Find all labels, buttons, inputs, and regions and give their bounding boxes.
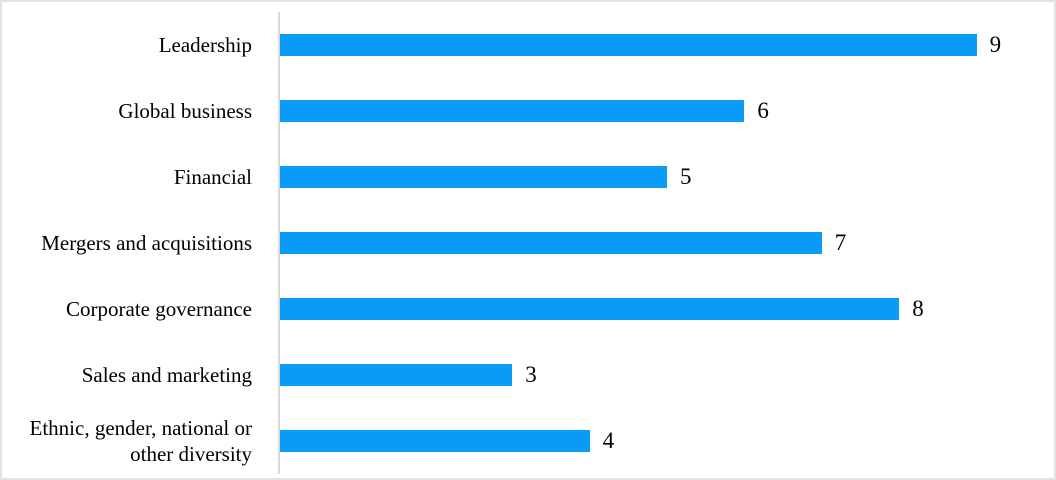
bar-leadership: [280, 34, 977, 56]
category-label-global-business: Global business: [118, 98, 252, 123]
bar-global-business: [280, 100, 745, 122]
data-label-financial: 5: [680, 164, 692, 189]
bar-mergers-and-acquisitions: [280, 232, 822, 254]
data-label-global-business: 6: [757, 98, 769, 123]
data-label-mergers-and-acquisitions: 7: [834, 230, 847, 255]
category-label-sales-and-marketing: Sales and marketing: [81, 362, 252, 387]
bar-row-global-business: 6: [280, 78, 1054, 144]
bar-ethnic-gender-national-or-other-diversity: [280, 430, 590, 452]
bar-row-financial: 5: [280, 144, 1054, 210]
category-label-corporate-governance: Corporate governance: [66, 296, 252, 321]
bar-sales-and-marketing: [280, 364, 513, 386]
plot-area: 9 6 5 7 8 3 4: [278, 12, 1054, 474]
category-label-financial: Financial: [173, 164, 252, 189]
bar-row-sales-and-marketing: 3: [280, 342, 1054, 408]
data-label-sales-and-marketing: 3: [525, 362, 537, 387]
data-label-leadership: 9: [989, 32, 1002, 57]
data-label-ethnic-gender-national-or-other-diversity: 4: [602, 428, 615, 453]
category-label-leadership: Leadership: [158, 32, 252, 57]
bar-row-leadership: 9: [280, 12, 1054, 78]
category-label-ethnic-gender-national-or-other-diversity: Ethnic, gender, national or other divers…: [29, 415, 253, 466]
bar-row-ethnic-gender-national-or-other-diversity: 4: [280, 408, 1054, 474]
data-label-corporate-governance: 8: [912, 296, 924, 321]
bar-corporate-governance: [280, 298, 900, 320]
bar-row-mergers-and-acquisitions: 7: [280, 210, 1054, 276]
bar-financial: [280, 166, 667, 188]
category-axis: Leadership Global business Financial Merger…: [2, 12, 253, 474]
bar-row-corporate-governance: 8: [280, 276, 1054, 342]
category-label-mergers-and-acquisitions: Mergers and acquisitions: [41, 230, 252, 255]
